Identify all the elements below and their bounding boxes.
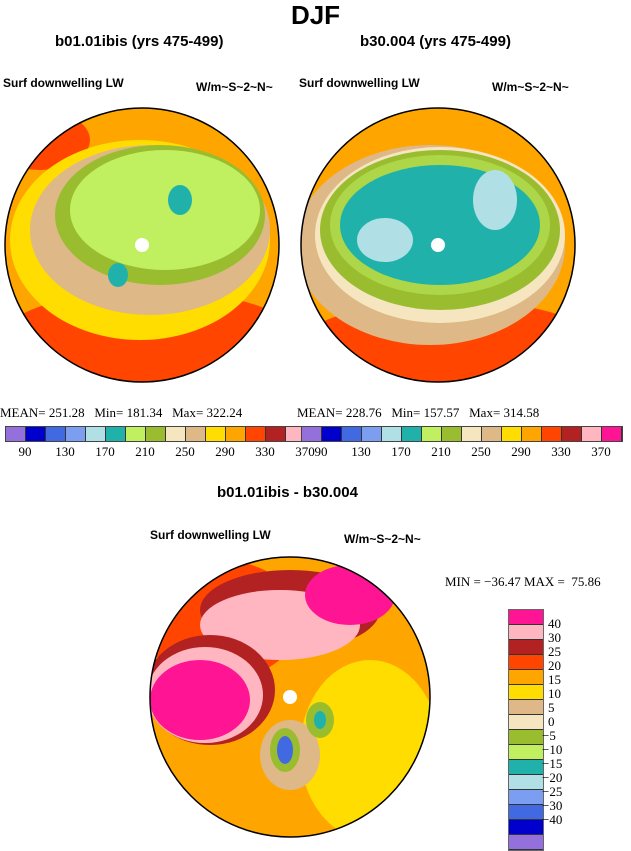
colorbar-tick-label: 210: [431, 444, 451, 459]
colorbar-box: [509, 625, 543, 640]
colorbar-box: [509, 760, 543, 775]
colorbar-tick-label: 130: [55, 444, 75, 459]
colorbar-box: [509, 835, 543, 850]
colorbar-tick-label: 250: [175, 444, 195, 459]
colorbar-left: [5, 426, 327, 442]
diff-title: b01.01ibis - b30.004: [217, 484, 358, 501]
colorbar-tick-label: −15: [542, 756, 563, 771]
polar-map-diff: [149, 556, 431, 838]
colorbar-tick-label: 170: [95, 444, 115, 459]
colorbar-box: [442, 427, 462, 441]
colorbar-tick-label: 290: [511, 444, 531, 459]
colorbar-box: [106, 427, 126, 441]
colorbar-box: [6, 427, 26, 441]
stats-right: MEAN= 228.76 Min= 157.57 Max= 314.58: [297, 405, 540, 420]
colorbar-box: [146, 427, 166, 441]
colorbar-box: [582, 427, 602, 441]
colorbar-tick-label: 130: [351, 444, 371, 459]
colorbar-tick-label: −20: [542, 770, 563, 785]
colorbar-box: [509, 670, 543, 685]
colorbar-tick-label: 5: [548, 700, 555, 715]
colorbar-diff: [508, 609, 544, 851]
colorbar-tick-label: −25: [542, 784, 563, 799]
colorbar-tick-label: 330: [551, 444, 571, 459]
colorbar-box: [522, 427, 542, 441]
variable-label-right: Surf downwelling LW: [299, 76, 420, 90]
polar-map-right: [301, 108, 575, 382]
colorbar-box: [302, 427, 322, 441]
colorbar-box: [509, 745, 543, 760]
diff-stats: MIN = −36.47 MAX = 75.86: [445, 574, 601, 589]
colorbar-box: [342, 427, 362, 441]
colorbar-box: [509, 700, 543, 715]
maps-top: [4, 107, 576, 383]
colorbar-box: [402, 427, 422, 441]
colorbar-box: [509, 685, 543, 700]
colorbar-box: [509, 730, 543, 745]
colorbar-box: [382, 427, 402, 441]
colorbar-box: [509, 610, 543, 625]
colorbar-tick-label: 0: [548, 714, 555, 729]
colorbar-box: [246, 427, 266, 441]
colorbar-box: [562, 427, 582, 441]
colorbar-tick-label: 30: [548, 630, 561, 645]
colorbar-tick-label: 370: [591, 444, 611, 459]
colorbar-box: [462, 427, 482, 441]
colorbar-tick-label: 40: [548, 616, 561, 631]
panel-title-right: b30.004 (yrs 475-499): [360, 33, 511, 50]
panel-title-left: b01.01ibis (yrs 475-499): [55, 33, 224, 50]
colorbar-box: [509, 715, 543, 730]
colorbar-box: [266, 427, 286, 441]
colorbar-box: [86, 427, 106, 441]
colorbar-box: [509, 805, 543, 820]
colorbar-box: [322, 427, 342, 441]
colorbar-box: [46, 427, 66, 441]
colorbar-tick-label: −30: [542, 798, 563, 813]
colorbar-box: [509, 655, 543, 670]
colorbar-box: [509, 640, 543, 655]
colorbar-tick-label: 170: [391, 444, 411, 459]
colorbar-tick-label: 90: [18, 444, 32, 459]
colorbar-tick-label: 370: [295, 444, 315, 459]
units-label-left: W/m~S~2~N~: [196, 80, 273, 94]
colorbar-tick-label: −5: [542, 728, 556, 743]
colorbar-tick-label: 290: [215, 444, 235, 459]
colorbar-tick-label: 90: [314, 444, 328, 459]
polar-map-left: [5, 108, 279, 382]
colorbar-box: [26, 427, 46, 441]
colorbar-box: [166, 427, 186, 441]
colorbar-box: [509, 790, 543, 805]
colorbar-box: [362, 427, 382, 441]
colorbar-box: [186, 427, 206, 441]
colorbar-tick-label: 10: [548, 686, 561, 701]
colorbar-box: [482, 427, 502, 441]
colorbar-box: [126, 427, 146, 441]
diff-units-label: W/m~S~2~N~: [344, 532, 421, 546]
colorbar-box: [206, 427, 226, 441]
colorbar-box: [502, 427, 522, 441]
colorbar-tick-label: 330: [255, 444, 275, 459]
colorbar-tick-label: 20: [548, 658, 561, 673]
figure-title: DJF: [290, 0, 341, 30]
colorbar-box: [422, 427, 442, 441]
colorbar-tick-label: 15: [548, 672, 561, 687]
colorbar-tick-label: −40: [542, 812, 563, 827]
colorbar-tick-label: 210: [135, 444, 155, 459]
colorbar-tick-label: 25: [548, 644, 561, 659]
diff-variable-label: Surf downwelling LW: [150, 528, 271, 542]
colorbar-box: [602, 427, 622, 441]
colorbar-box: [542, 427, 562, 441]
colorbar-box: [509, 820, 543, 835]
colorbar-tick-label: −10: [542, 742, 563, 757]
stats-left: MEAN= 251.28 Min= 181.34 Max= 322.24: [0, 405, 243, 420]
colorbar-box: [509, 775, 543, 790]
colorbar-box: [66, 427, 86, 441]
colorbar-box: [226, 427, 246, 441]
units-label-right: W/m~S~2~N~: [492, 80, 569, 94]
colorbar-tick-label: 250: [471, 444, 491, 459]
colorbar-right: [301, 426, 623, 442]
variable-label-left: Surf downwelling LW: [3, 76, 124, 90]
